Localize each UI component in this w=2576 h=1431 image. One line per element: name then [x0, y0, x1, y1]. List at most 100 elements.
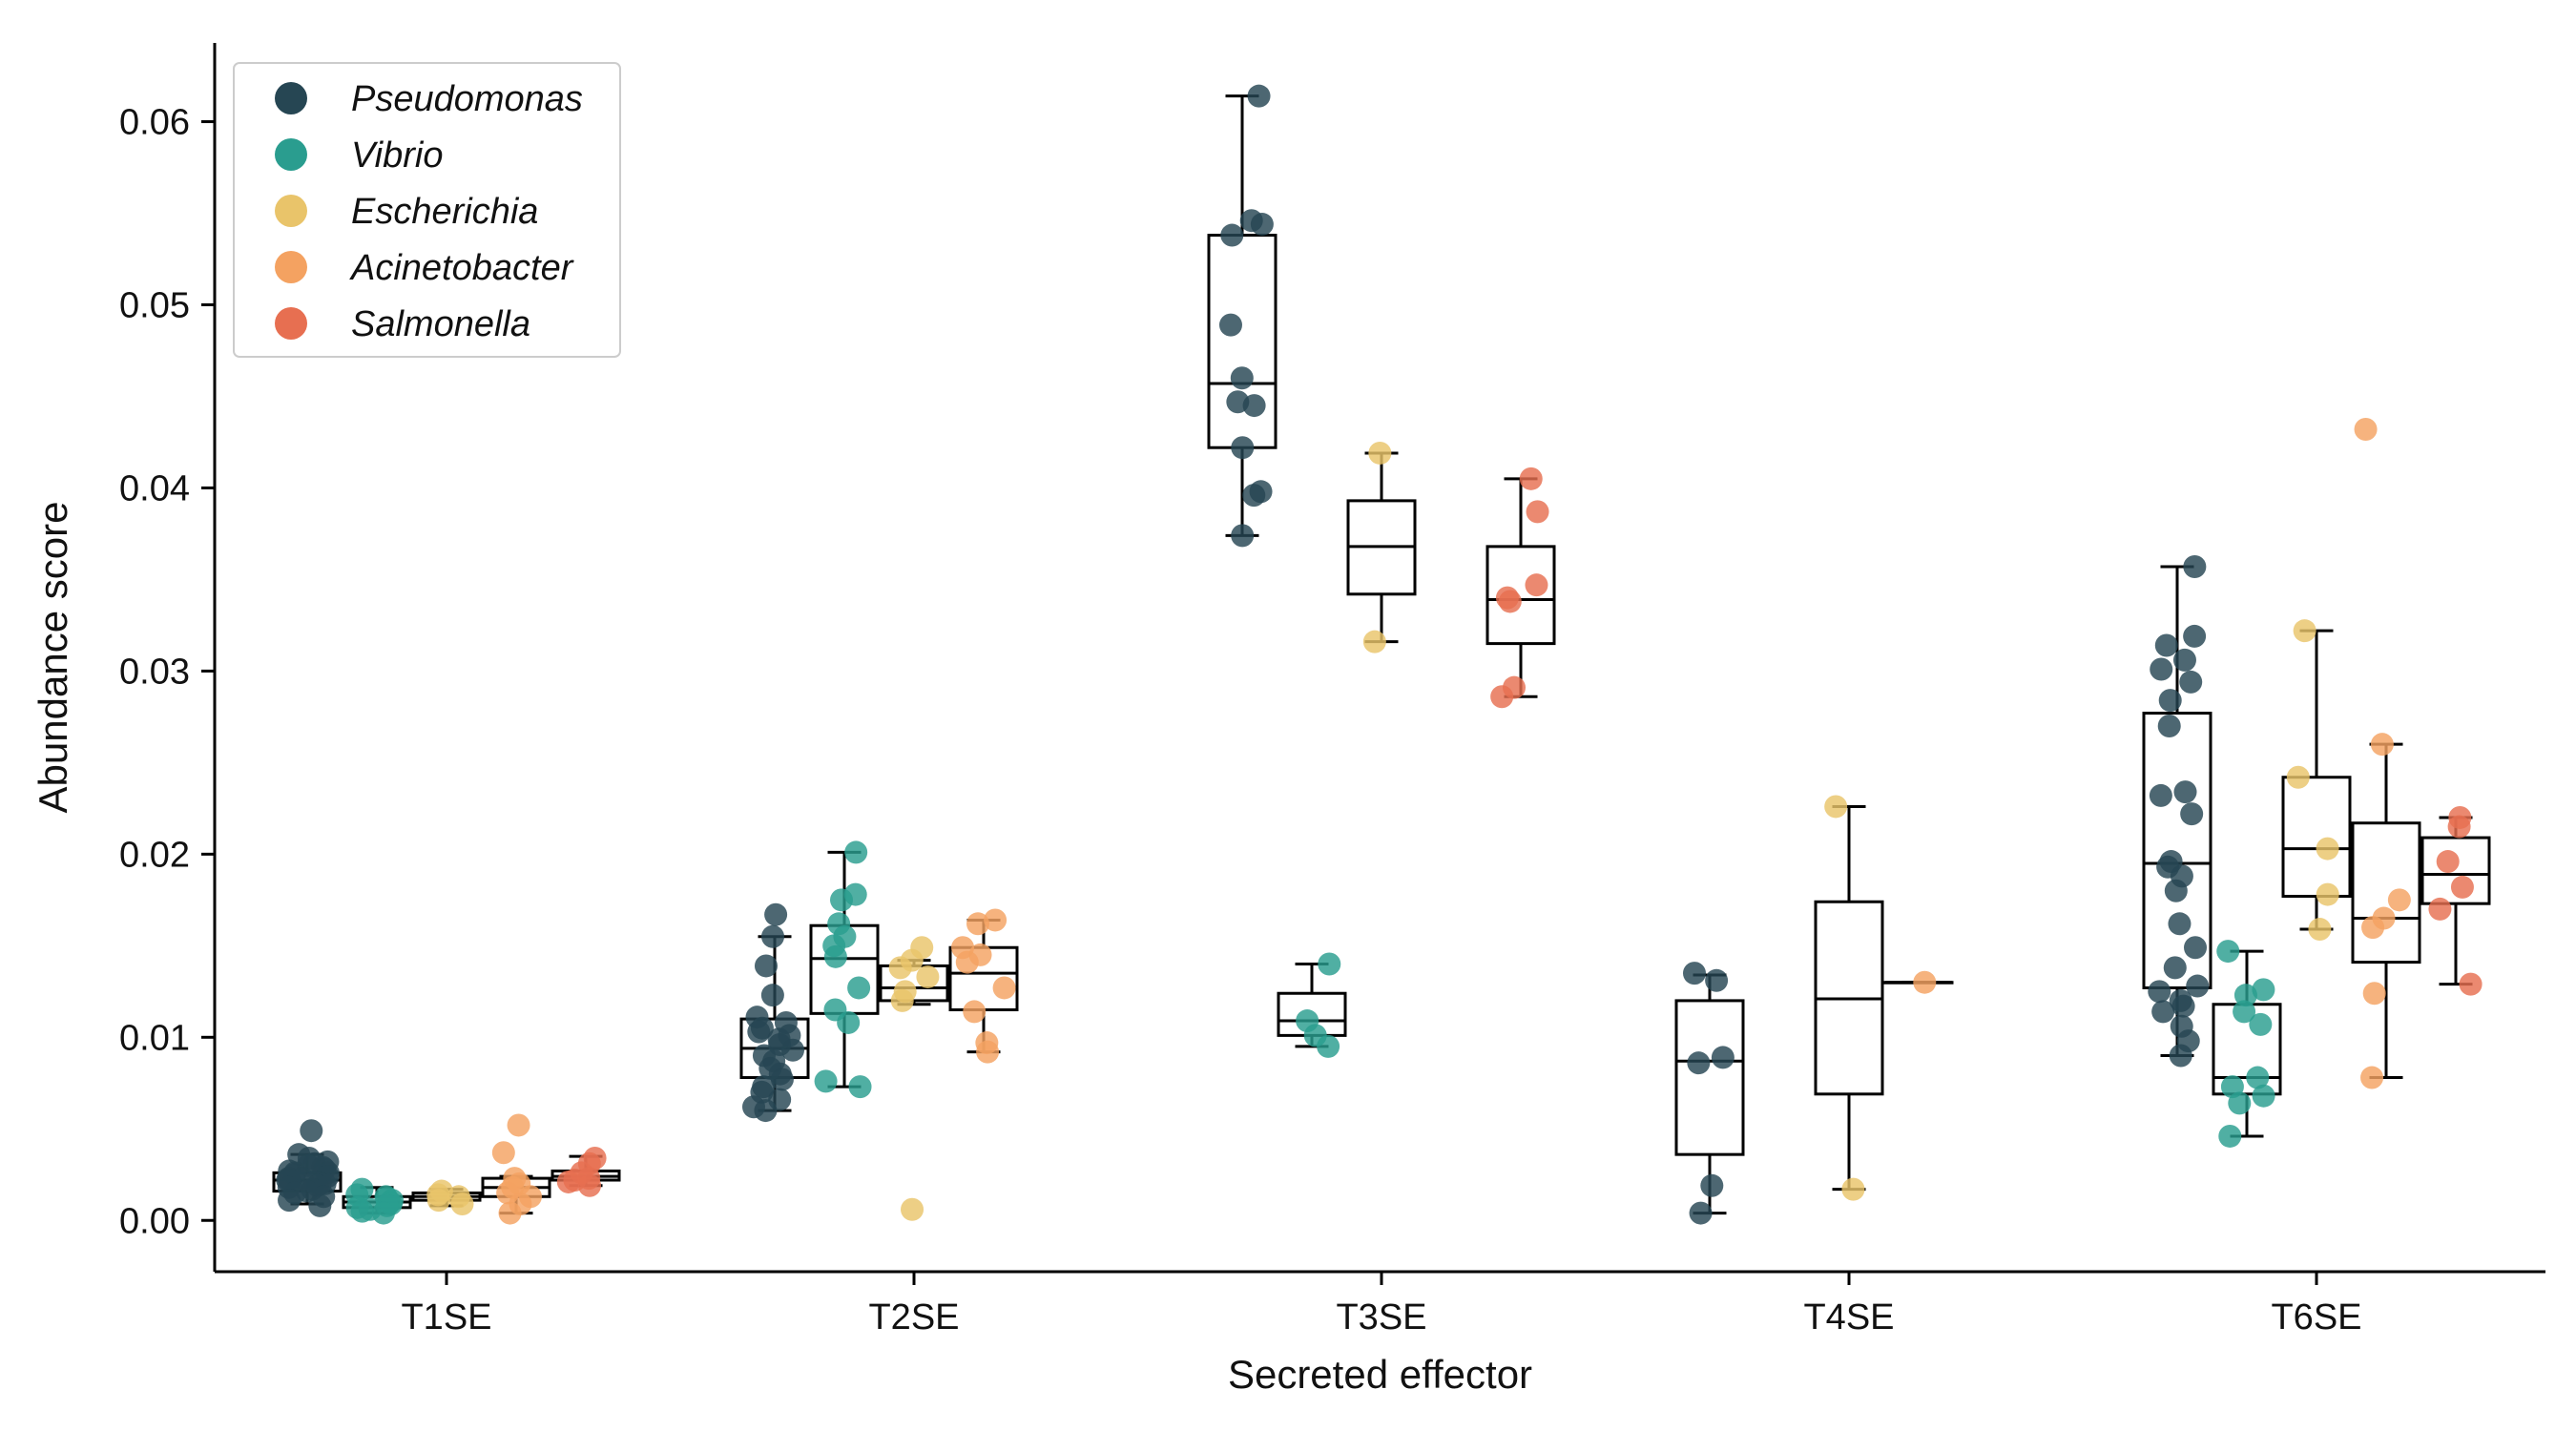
data-point: [507, 1113, 530, 1137]
points-t2se-pseudomonas: [742, 902, 805, 1123]
data-point: [2316, 882, 2339, 906]
data-point: [847, 976, 871, 1000]
legend-item-vibrio: Vibrio: [275, 135, 443, 176]
y-ticks: 0.00 0.01 0.02 0.03 0.04 0.05 0.06: [119, 103, 215, 1241]
data-point: [823, 944, 847, 968]
data-point: [1231, 524, 1255, 548]
box-iqr: [1207, 234, 1278, 449]
data-point: [1247, 84, 1271, 108]
data-point: [747, 1020, 771, 1044]
data-point: [1220, 223, 1244, 247]
data-point: [578, 1173, 602, 1197]
data-point: [901, 1197, 924, 1221]
data-point: [2168, 912, 2192, 936]
data-point: [2173, 780, 2197, 804]
points-t2se-escherichia: [888, 936, 940, 1221]
data-point: [848, 1075, 872, 1099]
data-point: [2387, 888, 2411, 912]
data-point: [844, 840, 868, 864]
data-point: [1317, 1034, 1340, 1058]
box-t6se-acinetobacter: [2351, 742, 2421, 1080]
data-point: [1318, 952, 1341, 976]
points-t2se-acinetobacter: [951, 908, 1016, 1064]
data-point: [2158, 689, 2182, 713]
box-iqr: [2281, 776, 2352, 898]
legend-marker: [275, 138, 307, 171]
data-point: [2447, 815, 2471, 839]
y-tick-label: 0.04: [119, 468, 190, 508]
data-point: [2216, 940, 2240, 964]
data-point: [498, 1201, 522, 1225]
data-point: [770, 1068, 794, 1091]
box-t3se-pseudomonas: [1207, 94, 1278, 537]
data-point: [1689, 1201, 1713, 1225]
data-point: [2183, 554, 2207, 578]
points-t6se-vibrio: [2216, 940, 2275, 1148]
data-point: [1913, 970, 1937, 994]
data-point: [814, 1069, 838, 1093]
data-point: [2293, 619, 2316, 643]
data-point: [556, 1170, 580, 1193]
data-point: [308, 1193, 332, 1217]
legend-marker: [275, 82, 307, 114]
data-point: [2149, 783, 2172, 807]
data-point: [2252, 978, 2275, 1002]
data-point: [2252, 1084, 2275, 1108]
points-t6se-salmonella: [2428, 805, 2483, 996]
points-t6se-pseudomonas: [2148, 554, 2210, 1068]
data-point: [371, 1201, 395, 1225]
data-point: [1700, 1173, 1724, 1197]
data-point: [1362, 630, 1386, 653]
legend-label: Acinetobacter: [349, 248, 574, 288]
data-point: [2360, 1066, 2384, 1089]
data-point: [888, 956, 912, 980]
data-point: [2233, 984, 2257, 1007]
data-point: [1824, 795, 1848, 819]
data-point: [2180, 802, 2204, 826]
points-t1se-acinetobacter: [491, 1113, 542, 1225]
data-point: [1682, 962, 1706, 985]
data-point: [2249, 1012, 2273, 1036]
box-t3se-escherichia: [1346, 451, 1417, 644]
data-point: [2316, 837, 2339, 861]
data-point: [1841, 1177, 1865, 1201]
data-point: [2184, 936, 2208, 960]
data-point: [2171, 994, 2195, 1018]
data-point: [450, 1192, 474, 1215]
data-point: [890, 988, 914, 1012]
box-iqr: [2420, 836, 2491, 905]
data-point: [2148, 980, 2171, 1004]
x-tick-label: T3SE: [1336, 1297, 1426, 1338]
x-ticks: T1SE T2SE T3SE T4SE T6SE: [401, 1272, 2362, 1338]
points-t3se-salmonella: [1490, 467, 1549, 709]
data-point: [300, 1119, 323, 1143]
data-point: [1230, 366, 1254, 390]
data-point: [2186, 974, 2210, 998]
x-tick-label: T6SE: [2271, 1297, 2361, 1338]
y-tick-label: 0.06: [119, 103, 190, 143]
points-t3se-escherichia: [1362, 441, 1392, 653]
data-point: [2246, 1066, 2270, 1089]
data-point: [1519, 467, 1543, 490]
y-tick-label: 0.02: [119, 835, 190, 875]
points-t1se-vibrio: [345, 1177, 404, 1225]
axes: 0.00 0.01 0.02 0.03 0.04 0.05 0.06 T1SE T2SE T3S…: [31, 43, 2545, 1397]
data-point: [2179, 670, 2203, 694]
data-point: [1526, 500, 1549, 524]
data-point: [1250, 213, 1274, 237]
data-point: [2354, 418, 2378, 442]
data-point: [1242, 484, 1266, 508]
y-tick-label: 0.00: [119, 1201, 190, 1241]
data-point: [830, 888, 854, 912]
data-point: [916, 964, 940, 988]
box-t6se-salmonella: [2420, 816, 2491, 986]
data-point: [992, 976, 1016, 1000]
legend-label: Escherichia: [351, 192, 538, 232]
points-t1se-escherichia: [426, 1179, 474, 1215]
data-point: [781, 1038, 805, 1062]
y-tick-label: 0.05: [119, 285, 190, 325]
data-point: [2450, 875, 2474, 899]
data-point: [2459, 972, 2483, 996]
data-point: [2362, 982, 2386, 1006]
data-point: [2169, 1044, 2192, 1068]
